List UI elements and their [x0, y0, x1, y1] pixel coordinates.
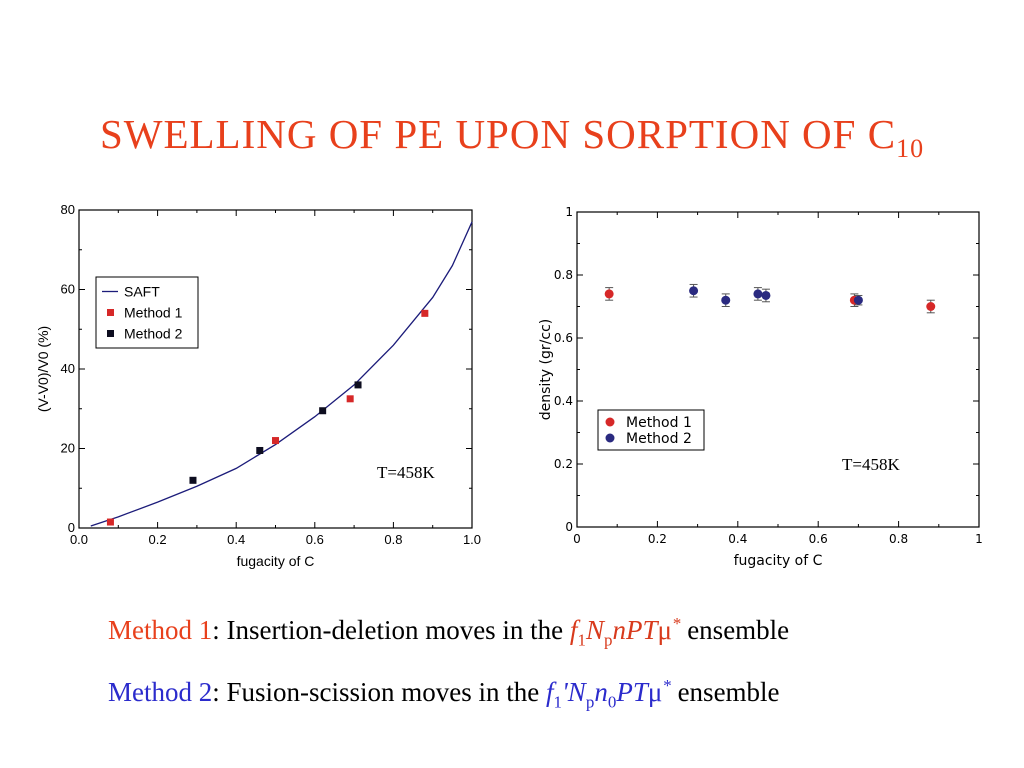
method-1-text: : Insertion-deletion moves in the — [212, 615, 570, 645]
y-tick-label: 0.6 — [554, 331, 573, 345]
data-point — [189, 476, 197, 484]
swelling-chart: 0.0 0.2 0.4 0.6 0.8 1.0 0 20 40 60 80 fugacity of C… — [35, 202, 481, 569]
data-point — [421, 309, 429, 317]
data-point — [346, 395, 354, 403]
legend-swatch — [605, 417, 615, 427]
method-1-label: Method 1 — [108, 615, 213, 645]
saft-curve — [90, 221, 473, 527]
method-2-description: Method 2: Fusion-scission moves in the f… — [108, 676, 780, 712]
legend-swatch — [107, 309, 114, 316]
data-point — [319, 407, 327, 415]
data-point — [106, 518, 114, 526]
data-point — [272, 437, 279, 445]
legend-swatch — [605, 433, 615, 443]
y-axis-label: density (gr/cc) — [538, 319, 554, 420]
x-tick-label: 0.2 — [149, 532, 167, 547]
method-2-text: : Fusion-scission moves in the — [212, 677, 547, 707]
legend-label: Method 2 — [626, 431, 692, 447]
legend-label: Method 1 — [626, 415, 692, 431]
series-method-2 — [689, 283, 863, 307]
method-1-suffix: ensemble — [680, 615, 790, 645]
legend-box — [597, 409, 705, 451]
legend: SAFT Method 1 Method 2 — [95, 276, 199, 349]
y-tick-label: 1 — [565, 205, 573, 219]
data-point — [721, 295, 731, 305]
series-method-1 — [106, 309, 429, 526]
x-axis-label: fugacity of C — [734, 553, 823, 569]
series-method-2 — [189, 381, 362, 484]
y-axis-label: (V-V0)/V0 (%) — [35, 326, 51, 412]
legend-label: Method 1 — [124, 305, 183, 321]
x-tick-label: 0.4 — [227, 532, 245, 547]
temperature-annotation: T=458K — [842, 455, 900, 474]
x-tick-label: 1 — [975, 532, 983, 546]
x-tick-label: 0.2 — [648, 532, 667, 546]
x-tick-label: 0.8 — [384, 532, 402, 547]
plot-frame — [576, 211, 980, 528]
y-tick-label: 60 — [61, 282, 75, 297]
x-tick-label: 0 — [573, 532, 581, 546]
data-point — [761, 290, 771, 300]
legend-label: SAFT — [124, 284, 160, 300]
x-tick-label: 0.4 — [728, 532, 747, 546]
x-tick-label: 0.0 — [70, 532, 88, 547]
density-chart: 0 0.2 0.4 0.6 0.8 1 0 0.2 0.4 0.6 0.8 1 fugacity of … — [538, 205, 983, 569]
data-point — [256, 446, 264, 454]
legend-label: Method 2 — [124, 326, 183, 342]
y-tick-label: 0.4 — [554, 394, 573, 408]
x-axis-label: fugacity of C — [237, 553, 315, 569]
x-tick-label: 0.6 — [306, 532, 324, 547]
y-tick-label: 40 — [61, 361, 75, 376]
data-point — [926, 302, 936, 311]
data-point — [604, 289, 614, 299]
data-point — [853, 295, 863, 305]
page-title: SWELLING OF PE UPON SORPTION OF C10 — [99, 111, 925, 164]
y-tick-label: 20 — [61, 441, 75, 456]
x-tick-label: 1.0 — [463, 532, 481, 547]
method-1-ensemble: f1NpnPTμ* — [569, 614, 681, 650]
series-method-1 — [604, 287, 936, 314]
data-point — [354, 381, 362, 389]
method-1-description: Method 1: Insertion-deletion moves in th… — [108, 614, 789, 650]
x-tick-label: 0.8 — [889, 532, 908, 546]
y-tick-label: 0 — [565, 520, 573, 534]
y-tick-label: 0 — [68, 520, 75, 535]
data-point — [753, 289, 763, 299]
y-tick-label: 0.8 — [554, 268, 573, 282]
data-point — [689, 286, 699, 296]
y-tick-label: 0.2 — [554, 457, 573, 471]
y-tick-label: 80 — [61, 202, 75, 217]
legend-swatch — [107, 330, 114, 337]
temperature-annotation: T=458K — [377, 463, 435, 482]
series-saft — [90, 221, 473, 527]
method-2-label: Method 2 — [108, 677, 213, 707]
x-tick-label: 0.6 — [809, 532, 828, 546]
method-2-ensemble: f1'Npn0PTμ* — [546, 676, 671, 712]
method-2-suffix: ensemble — [670, 677, 780, 707]
